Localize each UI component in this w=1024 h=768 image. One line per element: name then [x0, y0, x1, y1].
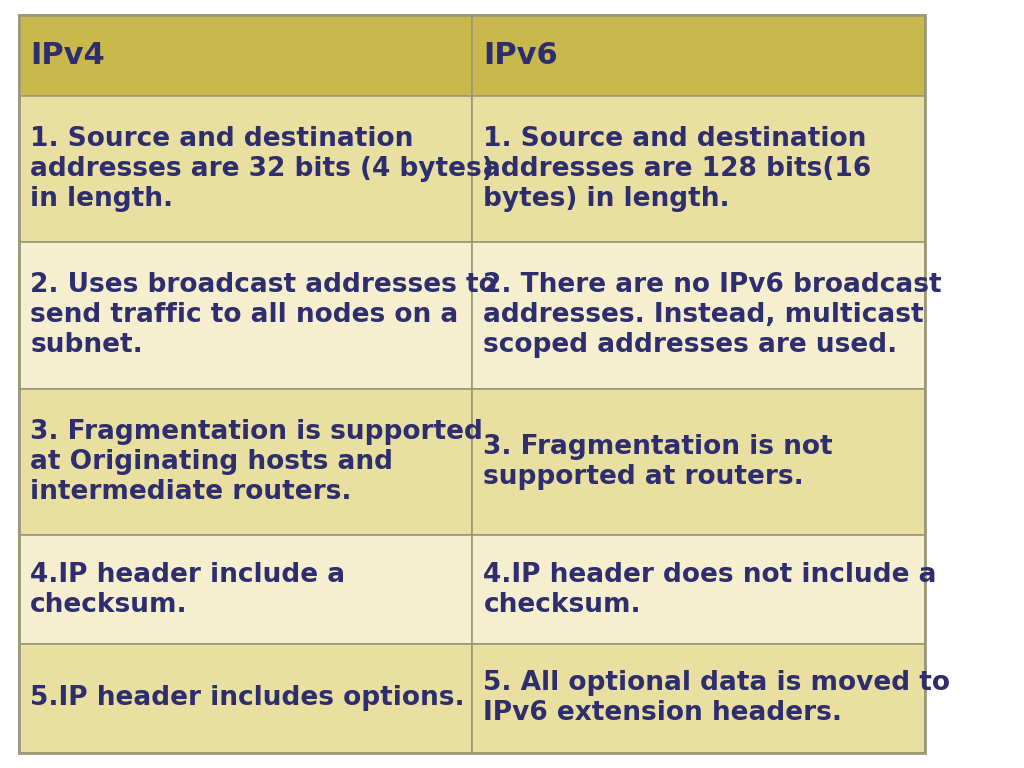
FancyBboxPatch shape	[18, 389, 472, 535]
Text: 3. Fragmentation is supported
at Originating hosts and
intermediate routers.: 3. Fragmentation is supported at Origina…	[31, 419, 483, 505]
FancyBboxPatch shape	[472, 535, 926, 644]
Text: 2. Uses broadcast addresses to
send traffic to all nodes on a
subnet.: 2. Uses broadcast addresses to send traf…	[31, 273, 497, 359]
Text: IPv6: IPv6	[483, 41, 558, 70]
Text: 5.IP header includes options.: 5.IP header includes options.	[31, 685, 465, 711]
Text: 2. There are no IPv6 broadcast
addresses. Instead, multicast
scoped addresses ar: 2. There are no IPv6 broadcast addresses…	[483, 273, 942, 359]
Text: 4.IP header does not include a
checksum.: 4.IP header does not include a checksum.	[483, 561, 937, 617]
FancyBboxPatch shape	[18, 644, 472, 753]
FancyBboxPatch shape	[18, 15, 472, 96]
Text: 4.IP header include a
checksum.: 4.IP header include a checksum.	[31, 561, 345, 617]
Text: 5. All optional data is moved to
IPv6 extension headers.: 5. All optional data is moved to IPv6 ex…	[483, 670, 950, 727]
Text: 3. Fragmentation is not
supported at routers.: 3. Fragmentation is not supported at rou…	[483, 434, 834, 490]
FancyBboxPatch shape	[18, 96, 472, 242]
FancyBboxPatch shape	[472, 242, 926, 389]
FancyBboxPatch shape	[18, 242, 472, 389]
Text: 1. Source and destination
addresses are 32 bits (4 bytes)
in length.: 1. Source and destination addresses are …	[31, 126, 494, 212]
FancyBboxPatch shape	[472, 644, 926, 753]
FancyBboxPatch shape	[472, 15, 926, 96]
FancyBboxPatch shape	[472, 389, 926, 535]
Text: 1. Source and destination
addresses are 128 bits(16
bytes) in length.: 1. Source and destination addresses are …	[483, 126, 871, 212]
FancyBboxPatch shape	[18, 535, 472, 644]
Text: IPv4: IPv4	[31, 41, 105, 70]
FancyBboxPatch shape	[472, 96, 926, 242]
